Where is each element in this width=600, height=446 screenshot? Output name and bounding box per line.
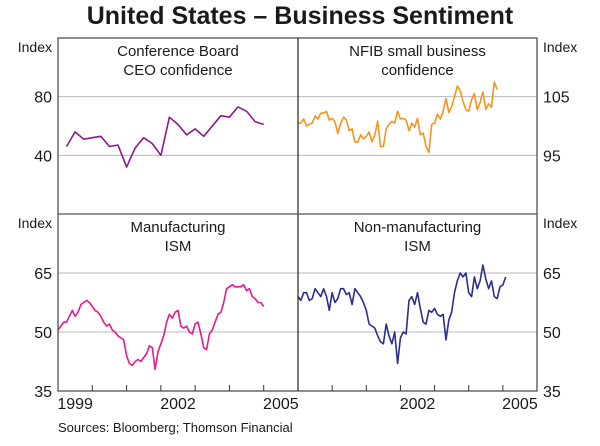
- y-axis-label: Index: [543, 215, 577, 231]
- y-tick-label: 80: [34, 90, 52, 107]
- x-tick-label: 2002: [160, 396, 196, 413]
- plot-frame: [57, 37, 538, 392]
- series-lines: [57, 81, 507, 371]
- panel-title: ISM: [165, 238, 192, 255]
- series-line-bottom-left: [57, 283, 265, 371]
- y-tick-label: 50: [543, 325, 561, 342]
- panel-title: confidence: [381, 62, 454, 79]
- panel-title: Conference Board: [117, 43, 239, 60]
- y-tick-label: 50: [34, 325, 52, 342]
- y-tick-label: 35: [543, 384, 561, 401]
- axis-labels: 40 80 Index Conference Board CEO confidence 9…: [18, 39, 578, 413]
- chart-title: United States – Business Sentiment: [86, 2, 514, 30]
- y-tick-label: 95: [543, 148, 561, 165]
- series-line-top-right: [298, 81, 498, 154]
- y-tick-label: 65: [34, 266, 52, 283]
- panel-title: Non-manufacturing: [354, 219, 482, 236]
- x-tick-label: 2002: [400, 396, 436, 413]
- y-axis-label: Index: [543, 39, 577, 55]
- y-tick-label: 35: [34, 384, 52, 401]
- x-tick-label: 2005: [502, 396, 538, 413]
- y-tick-label: 105: [543, 90, 570, 107]
- series-line-bottom-right: [297, 264, 507, 365]
- panel-title: Manufacturing: [130, 219, 225, 236]
- x-tick-label: 2005: [263, 396, 299, 413]
- y-axis-label: Index: [18, 39, 52, 55]
- y-tick-label: 40: [34, 148, 52, 165]
- gridlines: [58, 96, 537, 333]
- panel-title: ISM: [404, 238, 431, 255]
- x-tick-label: 1999: [57, 396, 93, 413]
- y-tick-label: 65: [543, 266, 561, 283]
- source-note: Sources: Bloomberg; Thomson Financial: [58, 420, 293, 435]
- panel-title: CEO confidence: [123, 62, 232, 79]
- panel-title: NFIB small business: [349, 43, 486, 60]
- series-line-top-left: [65, 106, 264, 168]
- y-axis-label: Index: [18, 215, 52, 231]
